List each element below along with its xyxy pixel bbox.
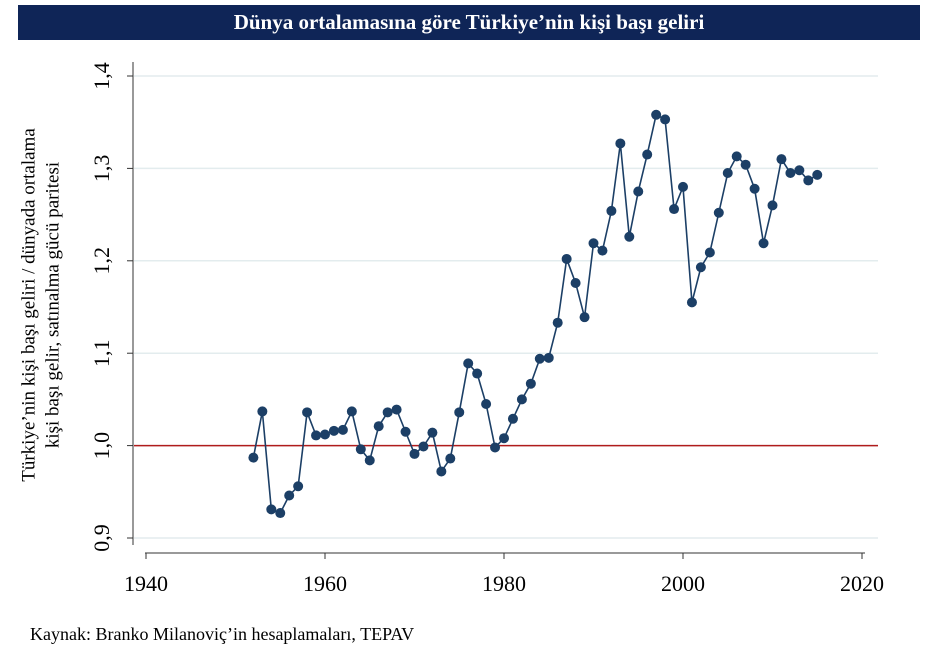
y-tick-label: 1,2: [89, 247, 114, 275]
data-point: [552, 317, 563, 328]
title-banner: [18, 5, 920, 40]
data-point: [597, 245, 608, 256]
data-point: [749, 183, 760, 194]
data-point: [767, 200, 778, 211]
y-axis-label: kişi başı gelir, satınalma gücü paritesi: [42, 162, 63, 448]
data-point: [275, 508, 286, 519]
data-point: [472, 368, 483, 379]
data-point: [516, 394, 527, 405]
y-tick-label: 1,4: [89, 62, 114, 90]
data-point: [302, 407, 313, 418]
y-axis-label: Türkiye’nin kişi başı geliri / dünyada o…: [18, 128, 39, 482]
y-tick-label: 1,3: [89, 155, 114, 183]
data-point: [588, 238, 599, 249]
data-point: [579, 312, 590, 323]
data-point: [669, 204, 680, 215]
data-point: [678, 181, 688, 192]
y-tick-label: 0,9: [89, 524, 114, 552]
x-tick-label: 2000: [661, 571, 705, 596]
data-point: [794, 165, 805, 176]
data-point: [337, 424, 348, 435]
data-point: [257, 406, 268, 417]
data-point: [651, 109, 662, 120]
data-point: [507, 413, 518, 424]
data-point: [803, 175, 814, 186]
x-tick-label: 1960: [303, 571, 347, 596]
data-point: [499, 433, 509, 444]
x-tick-label: 1940: [124, 571, 168, 596]
data-point: [436, 466, 447, 477]
data-point: [418, 441, 429, 452]
data-point: [525, 378, 536, 389]
data-point: [373, 421, 384, 432]
data-point: [704, 247, 715, 258]
data-point: [463, 358, 474, 369]
data-point: [328, 425, 339, 436]
data-point: [812, 169, 823, 180]
data-point: [570, 277, 581, 288]
data-point: [642, 149, 653, 160]
data-point: [382, 407, 393, 418]
data-point: [391, 404, 402, 415]
data-point: [364, 455, 375, 466]
data-point: [660, 114, 671, 125]
chart-title: Dünya ortalamasına göre Türkiye’nin kişi…: [234, 10, 705, 34]
data-point: [266, 504, 277, 515]
data-point: [606, 205, 617, 216]
data-point: [445, 453, 456, 464]
data-point: [776, 154, 787, 165]
data-point: [454, 407, 465, 418]
data-point: [355, 444, 366, 455]
data-point: [248, 452, 259, 463]
data-point: [740, 159, 751, 170]
y-tick-label: 1,1: [89, 339, 114, 367]
data-point: [758, 238, 769, 249]
x-tick-label: 2020: [840, 571, 884, 596]
data-point: [284, 490, 295, 501]
data-point: [785, 168, 796, 179]
data-point: [633, 186, 644, 197]
data-point: [561, 253, 572, 264]
data-point: [731, 151, 742, 162]
data-point: [400, 426, 411, 437]
data-point: [490, 442, 501, 453]
data-point: [320, 429, 330, 440]
data-point: [481, 399, 492, 410]
x-tick-label: 1980: [482, 571, 526, 596]
data-point: [346, 406, 357, 417]
y-tick-label: 1,0: [89, 432, 114, 460]
data-point: [409, 448, 420, 459]
data-point: [543, 352, 554, 363]
data-point: [311, 430, 322, 441]
data-point: [534, 353, 545, 364]
data-point: [427, 427, 438, 438]
data-point: [713, 207, 724, 218]
data-point: [695, 262, 706, 273]
data-point: [624, 231, 635, 242]
data-point: [722, 168, 733, 179]
data-point: [686, 297, 697, 308]
data-line: [252, 113, 818, 515]
data-point: [615, 138, 626, 149]
data-point: [293, 481, 304, 492]
source-note: Kaynak: Branko Milanoviç’in hesaplamalar…: [30, 624, 414, 644]
